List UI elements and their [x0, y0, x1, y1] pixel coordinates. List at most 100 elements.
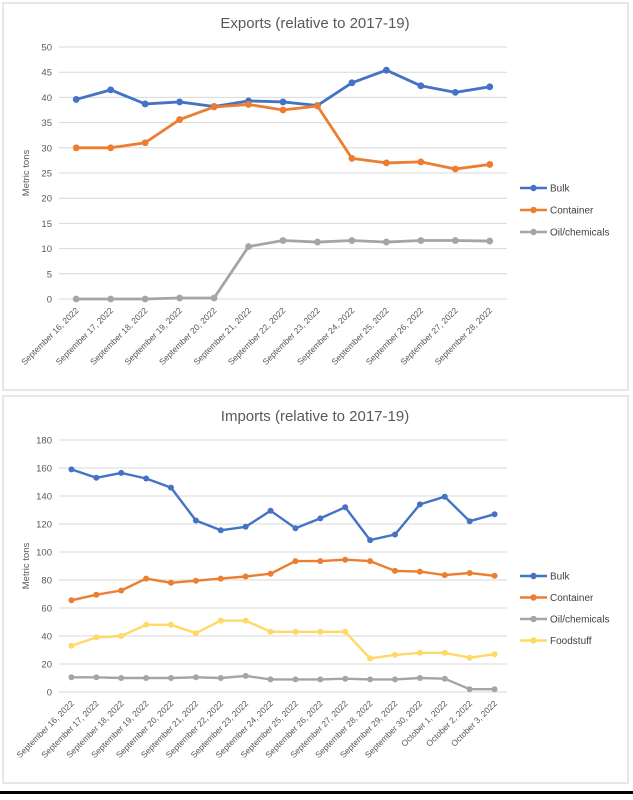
- chart-title: Exports (relative to 2017-19): [220, 15, 409, 32]
- data-point: [68, 642, 75, 649]
- y-tick-label: 0: [47, 295, 52, 306]
- data-point: [242, 573, 249, 580]
- data-point: [267, 570, 274, 577]
- y-tick-label: 5: [47, 269, 52, 280]
- data-point: [367, 558, 374, 565]
- legend-item: Oil/chemicals: [520, 615, 609, 626]
- data-point: [72, 144, 80, 152]
- data-point: [392, 567, 398, 574]
- data-point: [441, 572, 448, 579]
- data-point: [168, 621, 174, 628]
- data-point: [210, 103, 218, 111]
- data-point: [451, 237, 459, 244]
- data-point: [279, 98, 287, 106]
- data-point: [143, 575, 150, 582]
- data-point: [245, 101, 252, 108]
- data-point: [367, 655, 374, 662]
- data-point: [342, 675, 349, 682]
- data-point: [466, 686, 473, 693]
- data-point: [491, 686, 498, 693]
- x-tick-label: September 28, 2022: [433, 305, 495, 367]
- x-tick-label: September 19, 2022: [122, 305, 184, 367]
- y-tick-label: 20: [41, 660, 52, 671]
- data-point: [348, 79, 356, 87]
- data-point: [141, 100, 149, 108]
- data-point: [486, 161, 494, 168]
- legend-label: Oil/chemicals: [550, 228, 609, 239]
- y-tick-labels: 0 5 10 15 20 25 30 35 40 45 50: [41, 43, 52, 306]
- series-line: [74, 103, 492, 171]
- legend-item: Oil/chemicals: [520, 228, 609, 239]
- legend-item: Container: [520, 593, 594, 604]
- y-tick-label: 30: [41, 143, 52, 154]
- y-tick-label: 50: [41, 43, 52, 54]
- data-point: [317, 515, 324, 522]
- legend-marker: [530, 572, 537, 580]
- y-tick-label: 45: [41, 68, 52, 79]
- data-point: [176, 294, 184, 302]
- legend-marker: [530, 228, 537, 236]
- legend-item: Foodstuff: [520, 636, 592, 647]
- data-point: [143, 621, 150, 628]
- data-point: [466, 654, 473, 661]
- legend-item: Bulk: [520, 572, 570, 583]
- data-point: [242, 672, 249, 679]
- y-tick-label: 15: [41, 219, 52, 230]
- data-point: [491, 572, 498, 579]
- series-bulk: [72, 66, 494, 110]
- series-line: [70, 468, 496, 542]
- data-point: [466, 518, 473, 525]
- series-line: [70, 619, 496, 660]
- data-point: [486, 83, 494, 91]
- series-line: [74, 239, 492, 301]
- x-tick-label: October 3, 2022: [449, 698, 499, 748]
- data-point: [93, 634, 100, 641]
- x-tick-label: September 16, 2022: [19, 305, 81, 367]
- y-tick-label: 160: [36, 464, 52, 475]
- y-tick-label: 20: [41, 194, 52, 205]
- data-point: [68, 466, 75, 473]
- y-axis-title: Metric tons: [21, 543, 32, 590]
- data-point: [314, 102, 321, 110]
- legend-marker: [530, 615, 537, 623]
- series-foodstuff: [68, 617, 498, 662]
- data-point: [107, 295, 115, 303]
- data-point: [107, 144, 115, 152]
- data-point: [317, 558, 324, 565]
- y-gridlines: [59, 439, 507, 693]
- data-point: [118, 675, 125, 681]
- data-point: [68, 674, 75, 681]
- data-point: [392, 651, 398, 658]
- y-tick-label: 40: [41, 632, 52, 643]
- data-point: [292, 628, 299, 635]
- legend-item: Container: [520, 206, 594, 217]
- data-point: [491, 511, 498, 518]
- series-container: [72, 101, 494, 173]
- data-point: [217, 675, 224, 681]
- data-point: [168, 484, 174, 491]
- data-point: [367, 537, 374, 544]
- legend: Bulk Container Oil/chemicals Foodstuff: [520, 572, 609, 647]
- imports-chart-panel: Imports (relative to 2017-19) 0 20 40 60 80 10…: [2, 395, 629, 784]
- data-point: [416, 649, 423, 656]
- x-tick-label: September 24, 2022: [295, 305, 357, 367]
- data-point: [441, 675, 448, 682]
- legend-label: Container: [550, 593, 594, 604]
- x-tick-label: September 26, 2022: [364, 305, 426, 367]
- data-point: [192, 630, 199, 637]
- legend-label: Bulk: [550, 572, 570, 583]
- data-point: [93, 474, 100, 481]
- data-point: [466, 570, 473, 576]
- data-point: [141, 139, 149, 147]
- series-bulk: [68, 466, 498, 544]
- data-point: [342, 628, 349, 635]
- data-point: [451, 165, 459, 173]
- series-line: [70, 674, 496, 691]
- legend-item: Bulk: [520, 184, 570, 195]
- y-tick-labels: 0 20 40 60 80 100 120 140 160 180: [36, 436, 52, 699]
- data-point: [192, 517, 199, 524]
- data-point: [317, 628, 324, 635]
- data-point: [382, 238, 390, 246]
- data-point: [107, 86, 115, 94]
